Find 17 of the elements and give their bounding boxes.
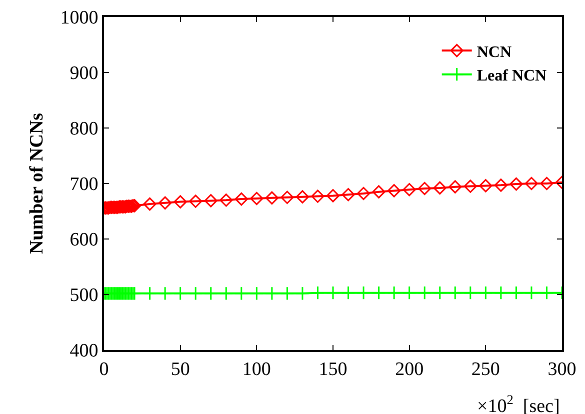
y-tick-label: 1000 [60,8,98,29]
legend-label: NCN [476,44,512,61]
x-tick-label: 300 [548,358,576,380]
x-tick-label: 250 [471,358,500,380]
x-tick-label: 50 [170,358,190,380]
y-axis-title: Number of NCNs [26,112,48,254]
x-tick-label: 100 [242,358,271,380]
x-tick-label: 0 [99,358,109,380]
y-tick-label: 500 [70,285,98,306]
y-tick-label: 700 [70,174,98,196]
x-tick-label: 150 [318,358,348,380]
y-tick-label: 400 [70,340,98,362]
y-tick-label: 600 [70,230,98,251]
y-tick-label: 900 [70,63,98,84]
legend-label: Leaf NCN [476,68,548,85]
x-tick-label: 200 [395,358,424,380]
y-tick-label: 800 [70,118,98,140]
